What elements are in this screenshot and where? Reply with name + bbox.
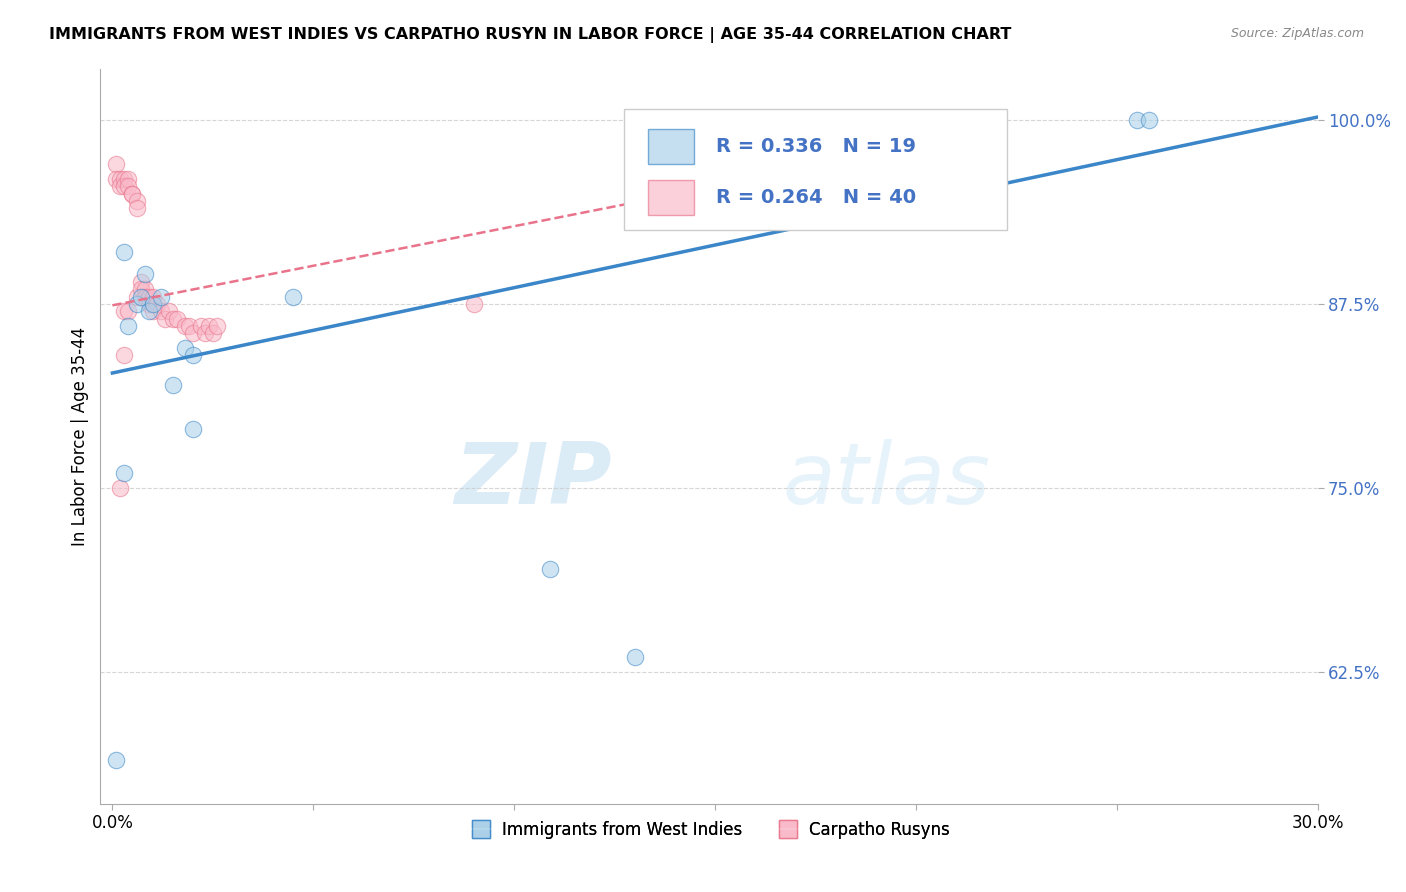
Point <box>125 194 148 208</box>
Text: Source: ZipAtlas.com: Source: ZipAtlas.com <box>1230 27 1364 40</box>
Point <box>129 275 152 289</box>
Point <box>114 304 136 318</box>
Point <box>623 649 645 664</box>
Point <box>190 318 212 333</box>
Point <box>162 311 184 326</box>
Point <box>105 171 128 186</box>
Point <box>149 289 172 303</box>
Point <box>142 297 165 311</box>
Point <box>142 304 165 318</box>
Point <box>166 311 188 326</box>
Point <box>138 304 160 318</box>
Text: R = 0.336   N = 19: R = 0.336 N = 19 <box>716 136 917 156</box>
FancyBboxPatch shape <box>624 109 1007 230</box>
Point <box>121 186 143 201</box>
Point <box>198 318 221 333</box>
Point <box>129 282 152 296</box>
Point <box>117 171 139 186</box>
Point <box>117 304 139 318</box>
Point <box>162 377 184 392</box>
Point <box>110 179 132 194</box>
Y-axis label: In Labor Force | Age 35-44: In Labor Force | Age 35-44 <box>72 326 89 546</box>
Point <box>105 157 128 171</box>
Text: atlas: atlas <box>782 439 990 522</box>
Point <box>463 297 485 311</box>
Point <box>134 282 156 296</box>
Point <box>173 318 195 333</box>
Point <box>157 304 180 318</box>
Point <box>114 171 136 186</box>
Point <box>283 289 305 303</box>
Point <box>173 341 195 355</box>
Point <box>145 297 167 311</box>
Point <box>1137 113 1160 128</box>
Point <box>125 201 148 215</box>
Text: IMMIGRANTS FROM WEST INDIES VS CARPATHO RUSYN IN LABOR FORCE | AGE 35-44 CORRELA: IMMIGRANTS FROM WEST INDIES VS CARPATHO … <box>49 27 1011 43</box>
Point <box>138 297 160 311</box>
Point <box>134 289 156 303</box>
Text: ZIP: ZIP <box>454 439 612 522</box>
Point <box>201 326 224 341</box>
Point <box>117 318 139 333</box>
Point <box>205 318 228 333</box>
Point <box>194 326 217 341</box>
Point <box>181 326 204 341</box>
Point <box>181 348 204 362</box>
Point <box>1126 113 1149 128</box>
Point <box>538 561 561 575</box>
Point <box>153 311 176 326</box>
Point <box>114 348 136 362</box>
Point <box>114 466 136 480</box>
Point <box>117 179 139 194</box>
Point <box>129 289 152 303</box>
Point <box>138 289 160 303</box>
Legend: Immigrants from West Indies, Carpatho Rusyns: Immigrants from West Indies, Carpatho Ru… <box>461 814 956 846</box>
Point <box>149 304 172 318</box>
Point <box>110 481 132 495</box>
Point <box>121 186 143 201</box>
Point <box>142 289 165 303</box>
Point <box>134 268 156 282</box>
Point <box>114 179 136 194</box>
Point <box>181 422 204 436</box>
Point <box>125 297 148 311</box>
Text: R = 0.264   N = 40: R = 0.264 N = 40 <box>716 188 917 207</box>
Point <box>114 245 136 260</box>
FancyBboxPatch shape <box>648 128 695 164</box>
Point <box>105 753 128 767</box>
Point <box>110 171 132 186</box>
Point <box>125 289 148 303</box>
FancyBboxPatch shape <box>648 180 695 215</box>
Point <box>177 318 200 333</box>
